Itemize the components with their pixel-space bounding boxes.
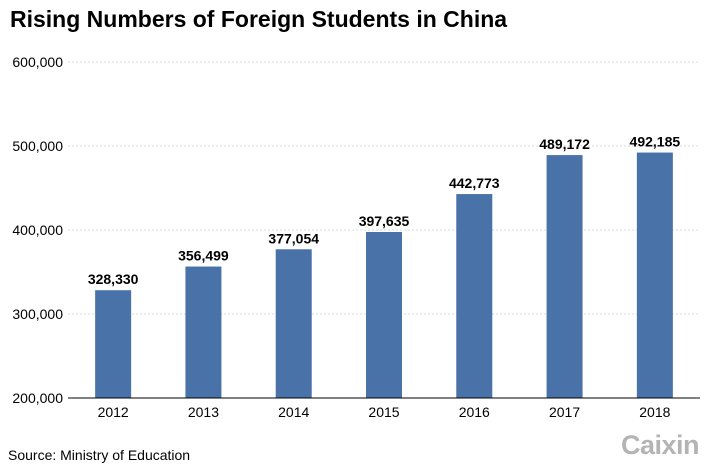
data-label: 377,054: [268, 230, 319, 246]
y-axis: 200,000 300,000 400,000 500,000 600,000: [12, 54, 63, 406]
y-tick-label: 200,000: [12, 390, 63, 406]
source-note: Source: Ministry of Education: [8, 447, 191, 463]
bar-2017: [546, 155, 583, 398]
x-tick-label: 2016: [459, 404, 490, 420]
bar-2018: [636, 152, 673, 398]
data-label: 356,499: [178, 248, 229, 264]
y-tick-label: 300,000: [12, 306, 63, 322]
data-label: 489,172: [539, 136, 590, 152]
x-tick-label: 2018: [639, 404, 670, 420]
bar-2013: [185, 266, 222, 398]
y-tick-label: 500,000: [12, 138, 63, 154]
data-label: 328,330: [88, 271, 139, 287]
data-label: 397,635: [359, 213, 410, 229]
chart-title: Rising Numbers of Foreign Students in Ch…: [10, 6, 508, 32]
caixin-logo: Caixin: [621, 430, 700, 460]
x-tick-label: 2015: [368, 404, 399, 420]
y-tick-label: 600,000: [12, 54, 63, 70]
y-tick-label: 400,000: [12, 222, 63, 238]
bar-2016: [456, 194, 493, 398]
x-axis: 2012 2013 2014 2015 2016 2017 2018: [68, 397, 700, 420]
bar-2015: [366, 231, 402, 398]
bar-2012: [95, 290, 132, 398]
x-tick-label: 2012: [98, 404, 129, 420]
data-label: 492,185: [630, 134, 681, 150]
x-tick-label: 2014: [278, 404, 309, 420]
x-tick-label: 2017: [549, 404, 580, 420]
data-label: 442,773: [449, 175, 500, 191]
bar-2014: [275, 249, 312, 398]
x-tick-label: 2013: [188, 404, 219, 420]
bars: 328,330 356,499 377,054 397,635 442,773 489,1…: [88, 134, 681, 398]
bar-chart: 200,000 300,000 400,000 500,000 600,000 328,…: [12, 54, 700, 420]
